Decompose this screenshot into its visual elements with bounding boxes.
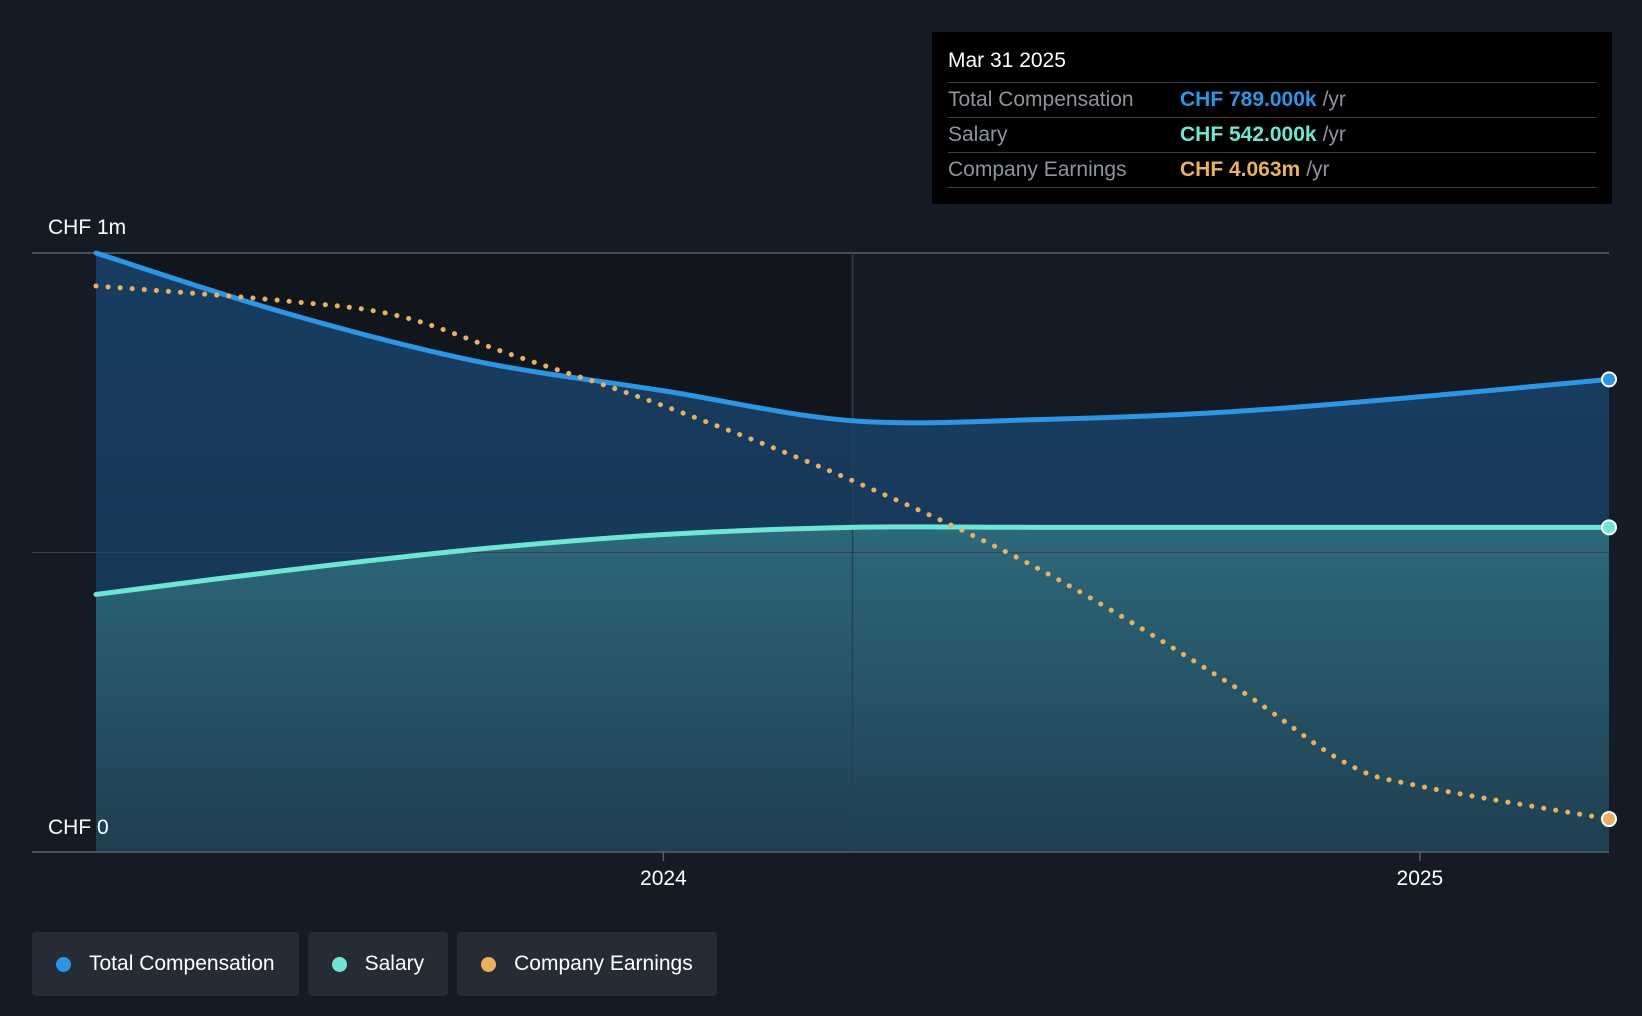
y-axis-bottom-label: CHF 0 [48, 816, 109, 839]
tooltip-unit: /yr [1306, 158, 1330, 181]
tooltip-value: CHF 789.000k [1180, 88, 1317, 111]
x-tick-label-2025: 2025 [1396, 867, 1444, 890]
salary-line[interactable] [93, 524, 1612, 597]
company-earnings-end-marker[interactable] [1601, 811, 1617, 828]
x-tick-label-2024: 2024 [640, 867, 687, 890]
salary-end-marker[interactable] [1601, 519, 1617, 536]
tooltip-value: CHF 542.000k [1180, 123, 1317, 146]
total-compensation-line[interactable] [93, 250, 1612, 426]
legend-item-total-compensation[interactable]: Total Compensation [32, 932, 299, 996]
legend: Total Compensation Salary Company Earnin… [32, 932, 717, 996]
legend-label: Salary [364, 952, 425, 975]
tooltip-row-total-compensation: Total Compensation CHF 789.000k /yr [948, 82, 1596, 117]
tooltip-value: CHF 4.063m [1180, 158, 1301, 181]
company-earnings-line[interactable] [93, 283, 1612, 822]
legend-label: Total Compensation [89, 952, 275, 975]
tooltip-row-salary: Salary CHF 542.000k /yr [948, 117, 1596, 152]
company-earnings-dot-icon [481, 956, 497, 972]
legend-label: Company Earnings [514, 952, 693, 975]
y-axis-top-label: CHF 1m [48, 216, 127, 239]
tooltip-date: Mar 31 2025 [948, 49, 1066, 72]
tooltip-unit: /yr [1322, 88, 1346, 111]
tooltip-row-company-earnings: Company Earnings CHF 4.063m /yr [948, 152, 1596, 188]
tooltip-unit: /yr [1322, 123, 1346, 146]
total-compensation-dot-icon [56, 956, 71, 972]
salary-dot-icon [331, 956, 347, 972]
tooltip: Mar 31 2025 Total Compensation CHF 789.0… [932, 32, 1612, 204]
legend-item-salary[interactable]: Salary [307, 932, 449, 996]
tooltip-label: Company Earnings [948, 158, 1127, 181]
tooltip-label: Total Compensation [948, 88, 1134, 111]
total-compensation-end-marker[interactable] [1601, 371, 1617, 388]
legend-item-company-earnings[interactable]: Company Earnings [457, 932, 717, 996]
tooltip-label: Salary [948, 123, 1008, 146]
